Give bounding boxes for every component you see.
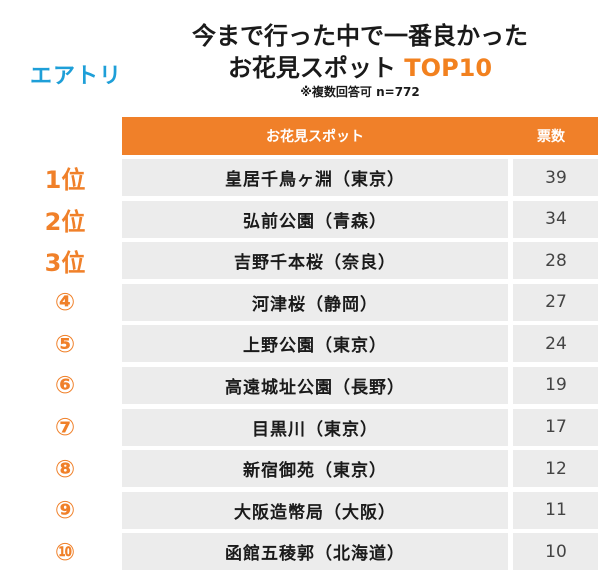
rank-label: ⑩	[54, 537, 76, 566]
table-body: 皇居千鳥ヶ淵（東京） 39 弘前公園（青森） 34 吉野千本桜（奈良） 28 河津桜（静岡）…	[122, 159, 598, 571]
page-title-line2: お花見スポット TOP10	[150, 52, 570, 84]
vote-count: 17	[513, 408, 598, 446]
rank-label: ⑦	[54, 413, 76, 442]
header-spot: お花見スポット	[266, 129, 364, 145]
vote-count: 28	[513, 242, 598, 280]
ranking-table: お花見スポット 票数 皇居千鳥ヶ淵（東京） 39 弘前公園（青森） 34 吉野千本桜（奈…	[122, 117, 598, 571]
title-block: 今まで行った中で一番良かった お花見スポット TOP10 ※複数回答可 n=77…	[150, 20, 570, 100]
table-row: 弘前公園（青森） 34	[122, 200, 598, 238]
rank-label: 3位	[44, 249, 86, 278]
vote-count: 10	[513, 533, 598, 571]
vote-count: 11	[513, 491, 598, 529]
rank-label: ④	[54, 288, 76, 317]
vote-count: 24	[513, 325, 598, 363]
rank-label: ⑤	[54, 329, 76, 358]
page-title: 今まで行った中で一番良かった	[192, 22, 528, 50]
table-row: 函館五稜郭（北海道） 10	[122, 533, 598, 571]
title-accent: TOP10	[404, 54, 493, 82]
table-row: 目黒川（東京） 17	[122, 408, 598, 446]
vote-count: 27	[513, 283, 598, 321]
spot-name: 河津桜（静岡）	[122, 283, 508, 321]
rank-label: ⑧	[54, 454, 76, 483]
spot-name: 大阪造幣局（大阪）	[122, 491, 508, 529]
spot-name: 目黒川（東京）	[122, 408, 508, 446]
spot-name: 皇居千鳥ヶ淵（東京）	[122, 159, 508, 196]
table-row: 吉野千本桜（奈良） 28	[122, 242, 598, 280]
rank-label: 2位	[44, 207, 86, 236]
vote-count: 39	[513, 159, 598, 196]
vote-count: 12	[513, 450, 598, 488]
vote-count: 19	[513, 366, 598, 404]
table-row: 高遠城址公園（長野） 19	[122, 366, 598, 404]
spot-name: 吉野千本桜（奈良）	[122, 242, 508, 280]
rank-label: 1位	[44, 166, 86, 194]
table-row: 皇居千鳥ヶ淵（東京） 39	[122, 159, 598, 196]
rank-label: ⑨	[54, 496, 76, 525]
table-row: 大阪造幣局（大阪） 11	[122, 491, 598, 529]
vote-count: 34	[513, 200, 598, 238]
rank-column: 1位 2位 3位 ④ ⑤ ⑥ ⑦ ⑧ ⑨ ⑩	[20, 159, 110, 575]
spot-name: 高遠城址公園（長野）	[122, 366, 508, 404]
brand-logo: エアトリ	[30, 64, 123, 89]
table-header: お花見スポット 票数	[122, 117, 598, 155]
spot-name: 弘前公園（青森）	[122, 200, 508, 238]
rank-label: ⑥	[54, 371, 76, 400]
table-row: 河津桜（静岡） 27	[122, 283, 598, 321]
table-row: 上野公園（東京） 24	[122, 325, 598, 363]
title-prefix: お花見スポット	[227, 54, 396, 82]
spot-name: 函館五稜郭（北海道）	[122, 533, 508, 571]
table-row: 新宿御苑（東京） 12	[122, 450, 598, 488]
header-votes: 票数	[537, 129, 565, 145]
spot-name: 上野公園（東京）	[122, 325, 508, 363]
sample-note: ※複数回答可 n=772	[300, 85, 420, 99]
spot-name: 新宿御苑（東京）	[122, 450, 508, 488]
